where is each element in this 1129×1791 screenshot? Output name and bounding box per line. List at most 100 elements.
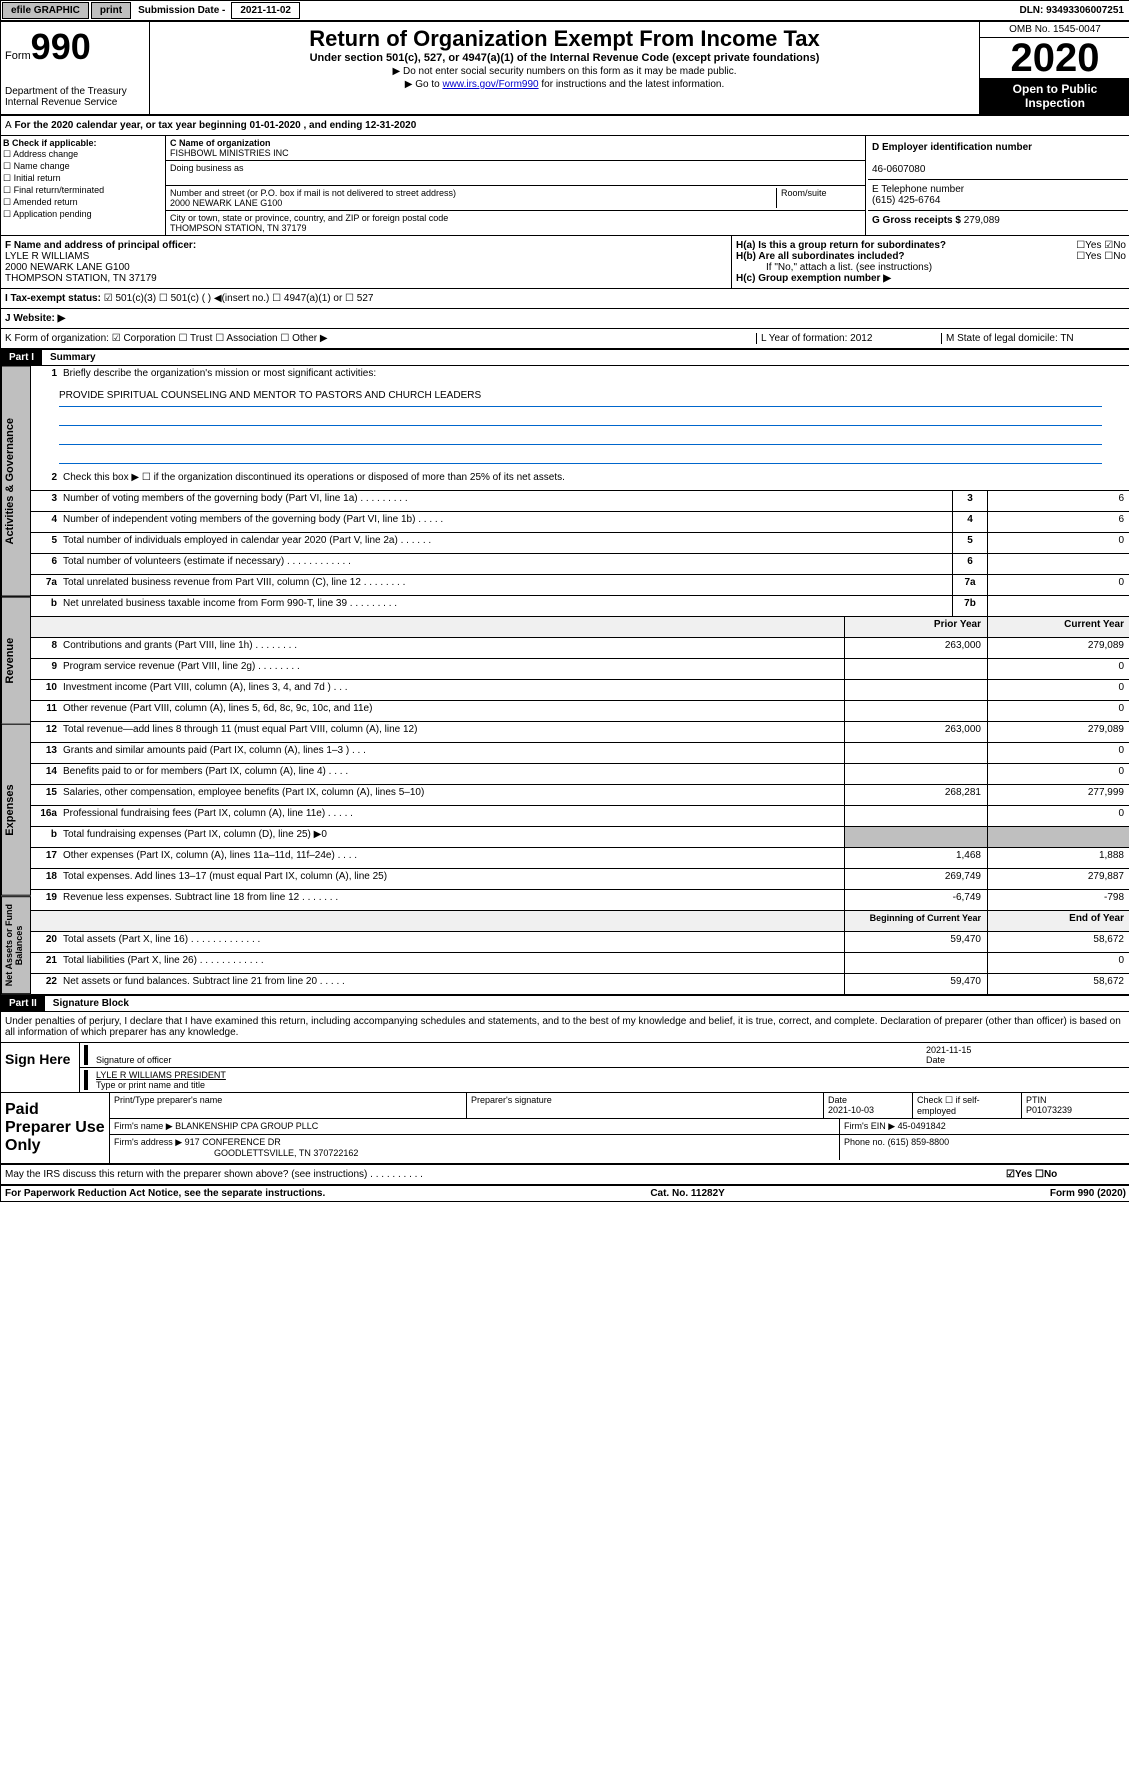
website-label: J Website: ▶: [5, 313, 65, 324]
preparer-sig-hdr: Preparer's signature: [467, 1093, 824, 1118]
beg-year-hdr: Beginning of Current Year: [844, 911, 987, 931]
firm-phone-label: Phone no.: [844, 1137, 885, 1147]
tab-net-assets: Net Assets or Fund Balances: [1, 896, 31, 994]
paid-preparer-label: Paid Preparer Use Only: [1, 1093, 110, 1163]
line22-text: Net assets or fund balances. Subtract li…: [59, 974, 844, 994]
form-of-org: K Form of organization: ☑ Corporation ☐ …: [5, 333, 756, 344]
line9-cur: 0: [987, 659, 1129, 679]
line7a-val: 0: [987, 575, 1129, 595]
firm-name-label: Firm's name ▶: [114, 1121, 173, 1131]
penalty-statement: Under penalties of perjury, I declare th…: [1, 1012, 1129, 1043]
tax-exempt-opts: ☑ 501(c)(3) ☐ 501(c) ( ) ◀(insert no.) ☐…: [104, 293, 374, 304]
instructions-link[interactable]: www.irs.gov/Form990: [442, 79, 538, 90]
ein-value: 46-0607080: [872, 164, 925, 175]
room-label: Room/suite: [781, 188, 827, 198]
tab-governance: Activities & Governance: [1, 366, 31, 597]
line20-cur: 58,672: [987, 932, 1129, 952]
line15-text: Salaries, other compensation, employee b…: [59, 785, 844, 805]
line13-cur: 0: [987, 743, 1129, 763]
form-note1: ▶ Do not enter social security numbers o…: [154, 66, 975, 77]
prep-date-hdr: Date: [828, 1095, 847, 1105]
line19-text: Revenue less expenses. Subtract line 18 …: [59, 890, 844, 910]
line16a-cur: 0: [987, 806, 1129, 826]
line11-text: Other revenue (Part VIII, column (A), li…: [59, 701, 844, 721]
line22-prior: 59,470: [844, 974, 987, 994]
line3-val: 6: [987, 491, 1129, 511]
officer-name: LYLE R WILLIAMS: [5, 251, 89, 262]
sig-date-label: Date: [926, 1055, 945, 1065]
line16a-text: Professional fundraising fees (Part IX, …: [59, 806, 844, 826]
end-year-hdr: End of Year: [987, 911, 1129, 931]
line18-text: Total expenses. Add lines 13–17 (must eq…: [59, 869, 844, 889]
department-label: Department of the Treasury Internal Reve…: [5, 86, 145, 108]
part2-title: Signature Block: [45, 996, 137, 1011]
line10-cur: 0: [987, 680, 1129, 700]
gross-receipts-label: G Gross receipts $: [872, 215, 961, 226]
chk-final-return[interactable]: ☐ Final return/terminated: [3, 185, 163, 196]
name-title-label: Type or print name and title: [96, 1080, 205, 1090]
officer-name-title: LYLE R WILLIAMS PRESIDENT: [96, 1070, 226, 1080]
line6-text: Total number of volunteers (estimate if …: [59, 554, 952, 574]
line7b-text: Net unrelated business taxable income fr…: [59, 596, 952, 616]
ha-label: H(a) Is this a group return for subordin…: [736, 240, 946, 251]
firm-ein-label: Firm's EIN ▶: [844, 1121, 895, 1131]
tab-expenses: Expenses: [1, 724, 31, 896]
footer-left: For Paperwork Reduction Act Notice, see …: [5, 1188, 325, 1199]
phone-label: E Telephone number: [872, 184, 964, 195]
form-number: 990: [31, 26, 91, 67]
part1-title: Summary: [42, 350, 104, 365]
discuss-text: May the IRS discuss this return with the…: [5, 1169, 1006, 1180]
tax-year: 2020: [980, 38, 1129, 78]
chk-name-change[interactable]: ☐ Name change: [3, 161, 163, 172]
line5-text: Total number of individuals employed in …: [59, 533, 952, 553]
hc-label: H(c) Group exemption number ▶: [736, 273, 1126, 284]
line14-cur: 0: [987, 764, 1129, 784]
part2-header: Part II: [1, 996, 45, 1011]
line20-prior: 59,470: [844, 932, 987, 952]
print-button[interactable]: print: [91, 2, 131, 19]
officer-label: F Name and address of principal officer:: [5, 240, 196, 251]
hb-label: H(b) Are all subordinates included?: [736, 251, 905, 262]
city-label: City or town, state or province, country…: [170, 213, 448, 223]
tab-revenue: Revenue: [1, 597, 31, 725]
line12-cur: 279,089: [987, 722, 1129, 742]
line4-val: 6: [987, 512, 1129, 532]
line18-cur: 279,887: [987, 869, 1129, 889]
line8-prior: 263,000: [844, 638, 987, 658]
line7b-val: [987, 596, 1129, 616]
line19-cur: -798: [987, 890, 1129, 910]
dba-label: Doing business as: [170, 163, 244, 173]
preparer-name-hdr: Print/Type preparer's name: [110, 1093, 467, 1118]
submission-date-label: Submission Date -: [132, 3, 231, 18]
line9-text: Program service revenue (Part VIII, line…: [59, 659, 844, 679]
addr-value: 2000 NEWARK LANE G100: [170, 198, 282, 208]
top-toolbar: efile GRAPHIC print Submission Date - 20…: [1, 1, 1129, 22]
line3-text: Number of voting members of the governin…: [59, 491, 952, 511]
dln-value: DLN: 93493306007251: [1013, 3, 1129, 18]
prior-year-hdr: Prior Year: [844, 617, 987, 637]
line8-cur: 279,089: [987, 638, 1129, 658]
line22-cur: 58,672: [987, 974, 1129, 994]
self-employed-chk: Check ☐ if self-employed: [913, 1093, 1022, 1118]
org-name-label: C Name of organization: [170, 138, 271, 148]
officer-addr1: 2000 NEWARK LANE G100: [5, 262, 130, 273]
chk-address-change[interactable]: ☐ Address change: [3, 149, 163, 160]
line6-val: [987, 554, 1129, 574]
submission-date-value: 2021-11-02: [231, 2, 300, 19]
chk-initial-return[interactable]: ☐ Initial return: [3, 173, 163, 184]
firm-phone: (615) 859-8800: [888, 1137, 950, 1147]
open-to-public: Open to Public Inspection: [980, 78, 1129, 114]
line13-text: Grants and similar amounts paid (Part IX…: [59, 743, 844, 763]
line12-prior: 263,000: [844, 722, 987, 742]
firm-addr1: 917 CONFERENCE DR: [185, 1137, 281, 1147]
officer-addr2: THOMPSON STATION, TN 37179: [5, 273, 157, 284]
chk-amended-return[interactable]: ☐ Amended return: [3, 197, 163, 208]
line21-text: Total liabilities (Part X, line 26) . . …: [59, 953, 844, 973]
line7a-text: Total unrelated business revenue from Pa…: [59, 575, 952, 595]
line19-prior: -6,749: [844, 890, 987, 910]
addr-label: Number and street (or P.O. box if mail i…: [170, 188, 456, 198]
section-a: A For the 2020 calendar year, or tax yea…: [1, 116, 1129, 136]
footer-right: Form 990 (2020): [1050, 1188, 1126, 1199]
chk-application-pending[interactable]: ☐ Application pending: [3, 209, 163, 220]
ein-label: D Employer identification number: [872, 142, 1032, 153]
